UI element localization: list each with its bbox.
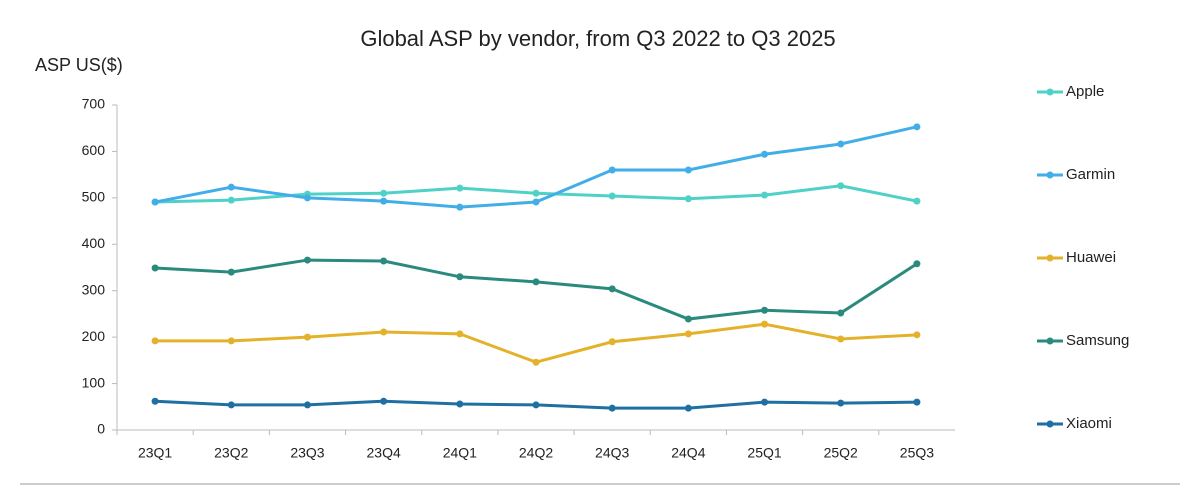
data-point: [303, 401, 311, 409]
data-point: [837, 140, 845, 148]
data-point: [608, 166, 616, 174]
data-point: [913, 331, 921, 339]
x-tick-label: 25Q3: [900, 445, 934, 461]
data-point: [913, 398, 921, 406]
data-point: [761, 306, 769, 314]
data-point: [532, 278, 540, 286]
data-point: [684, 315, 692, 323]
legend-label: Xiaomi: [1066, 415, 1112, 432]
y-tick-label: 200: [82, 328, 106, 344]
data-point: [684, 195, 692, 203]
data-point: [684, 404, 692, 412]
legend-marker: [1046, 88, 1054, 96]
y-tick-label: 500: [82, 189, 106, 205]
data-point: [456, 400, 464, 408]
data-point: [380, 189, 388, 197]
data-point: [837, 182, 845, 190]
legend-marker: [1046, 171, 1054, 179]
legend-marker: [1046, 337, 1054, 345]
data-point: [837, 335, 845, 343]
data-point: [227, 268, 235, 276]
y-tick-label: 0: [97, 421, 105, 437]
data-point: [380, 397, 388, 405]
data-point: [227, 337, 235, 345]
data-point: [532, 358, 540, 366]
data-point: [227, 183, 235, 191]
data-point: [761, 398, 769, 406]
x-tick-label: 24Q2: [519, 445, 553, 461]
legend-label: Samsung: [1066, 332, 1129, 349]
data-point: [303, 194, 311, 202]
x-tick-label: 25Q1: [747, 445, 781, 461]
data-point: [608, 404, 616, 412]
x-tick-label: 25Q2: [824, 445, 858, 461]
data-point: [913, 123, 921, 131]
data-point: [303, 333, 311, 341]
legend-label: Garmin: [1066, 166, 1115, 183]
series-line: [155, 258, 918, 321]
y-tick-label: 100: [82, 374, 106, 390]
y-tick-label: 600: [82, 142, 106, 158]
data-point: [761, 191, 769, 199]
y-axis-label: ASP US($): [35, 55, 123, 75]
data-point: [532, 198, 540, 206]
data-point: [380, 197, 388, 205]
data-point: [608, 285, 616, 293]
data-point: [761, 150, 769, 158]
y-tick-label: 700: [82, 96, 106, 112]
legend-marker: [1046, 420, 1054, 428]
x-tick-label: 23Q3: [290, 445, 324, 461]
data-point: [456, 330, 464, 338]
x-tick-label: 24Q4: [671, 445, 705, 461]
data-point: [532, 401, 540, 409]
data-point: [608, 338, 616, 346]
legend-marker: [1046, 254, 1054, 262]
data-point: [837, 309, 845, 317]
series-line: [155, 322, 917, 364]
x-tick-label: 24Q3: [595, 445, 629, 461]
legend-label: Apple: [1066, 83, 1104, 100]
data-point: [151, 198, 159, 206]
data-point: [151, 264, 159, 272]
x-tick-label: 23Q2: [214, 445, 248, 461]
data-point: [608, 192, 616, 200]
data-point: [837, 399, 845, 407]
data-point: [913, 260, 921, 268]
data-point: [151, 397, 159, 405]
x-tick-label: 23Q4: [367, 445, 401, 461]
legend-label: Huawei: [1066, 249, 1116, 266]
data-point: [684, 166, 692, 174]
y-tick-label: 400: [82, 235, 106, 251]
chart-title: Global ASP by vendor, from Q3 2022 to Q3…: [360, 26, 835, 51]
data-point: [227, 401, 235, 409]
data-point: [532, 189, 540, 197]
y-tick-label: 300: [82, 281, 106, 297]
data-point: [456, 203, 464, 211]
data-point: [456, 273, 464, 281]
data-point: [303, 256, 311, 264]
data-point: [380, 328, 388, 336]
data-point: [380, 257, 388, 265]
data-point: [761, 320, 769, 328]
x-tick-label: 24Q1: [443, 445, 477, 461]
data-point: [684, 330, 692, 338]
data-point: [913, 197, 921, 205]
data-point: [227, 196, 235, 204]
data-point: [151, 337, 159, 345]
x-tick-label: 23Q1: [138, 445, 172, 461]
data-point: [456, 184, 464, 192]
